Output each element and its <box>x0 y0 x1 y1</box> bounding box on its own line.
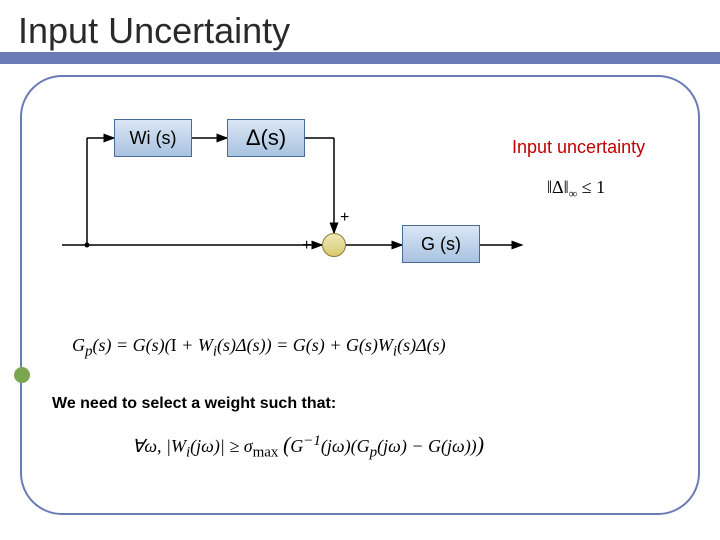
weight-equation: ∀ω, |Wi(jω)| ≥ σmax (G−1(jω)(Gp(jω) − G(… <box>132 432 484 462</box>
title-rule <box>0 52 720 64</box>
sum-node <box>322 233 346 257</box>
input-uncertainty-label: Input uncertainty <box>512 137 645 158</box>
g-block: G (s) <box>402 225 480 263</box>
g-label: G (s) <box>421 234 461 255</box>
content-frame: Wi (s) Δ(s) G (s) + + Input uncertainty … <box>20 75 700 515</box>
plus-top: + <box>340 209 349 227</box>
wi-block: Wi (s) <box>114 119 192 157</box>
delta-label: Δ(s) <box>246 125 286 151</box>
delta-block: Δ(s) <box>227 119 305 157</box>
norm-bound-label: ‖Δ‖∞ ≤ 1 <box>547 177 605 202</box>
plus-left: + <box>302 237 311 255</box>
footer-text: We need to select a weight such that: <box>52 395 336 413</box>
gp-equation: Gp(s) = G(s)(I + Wi(s)Δ(s)) = G(s) + G(s… <box>72 335 446 361</box>
page-title: Input Uncertainty <box>18 10 290 52</box>
wi-label: Wi (s) <box>130 128 177 149</box>
